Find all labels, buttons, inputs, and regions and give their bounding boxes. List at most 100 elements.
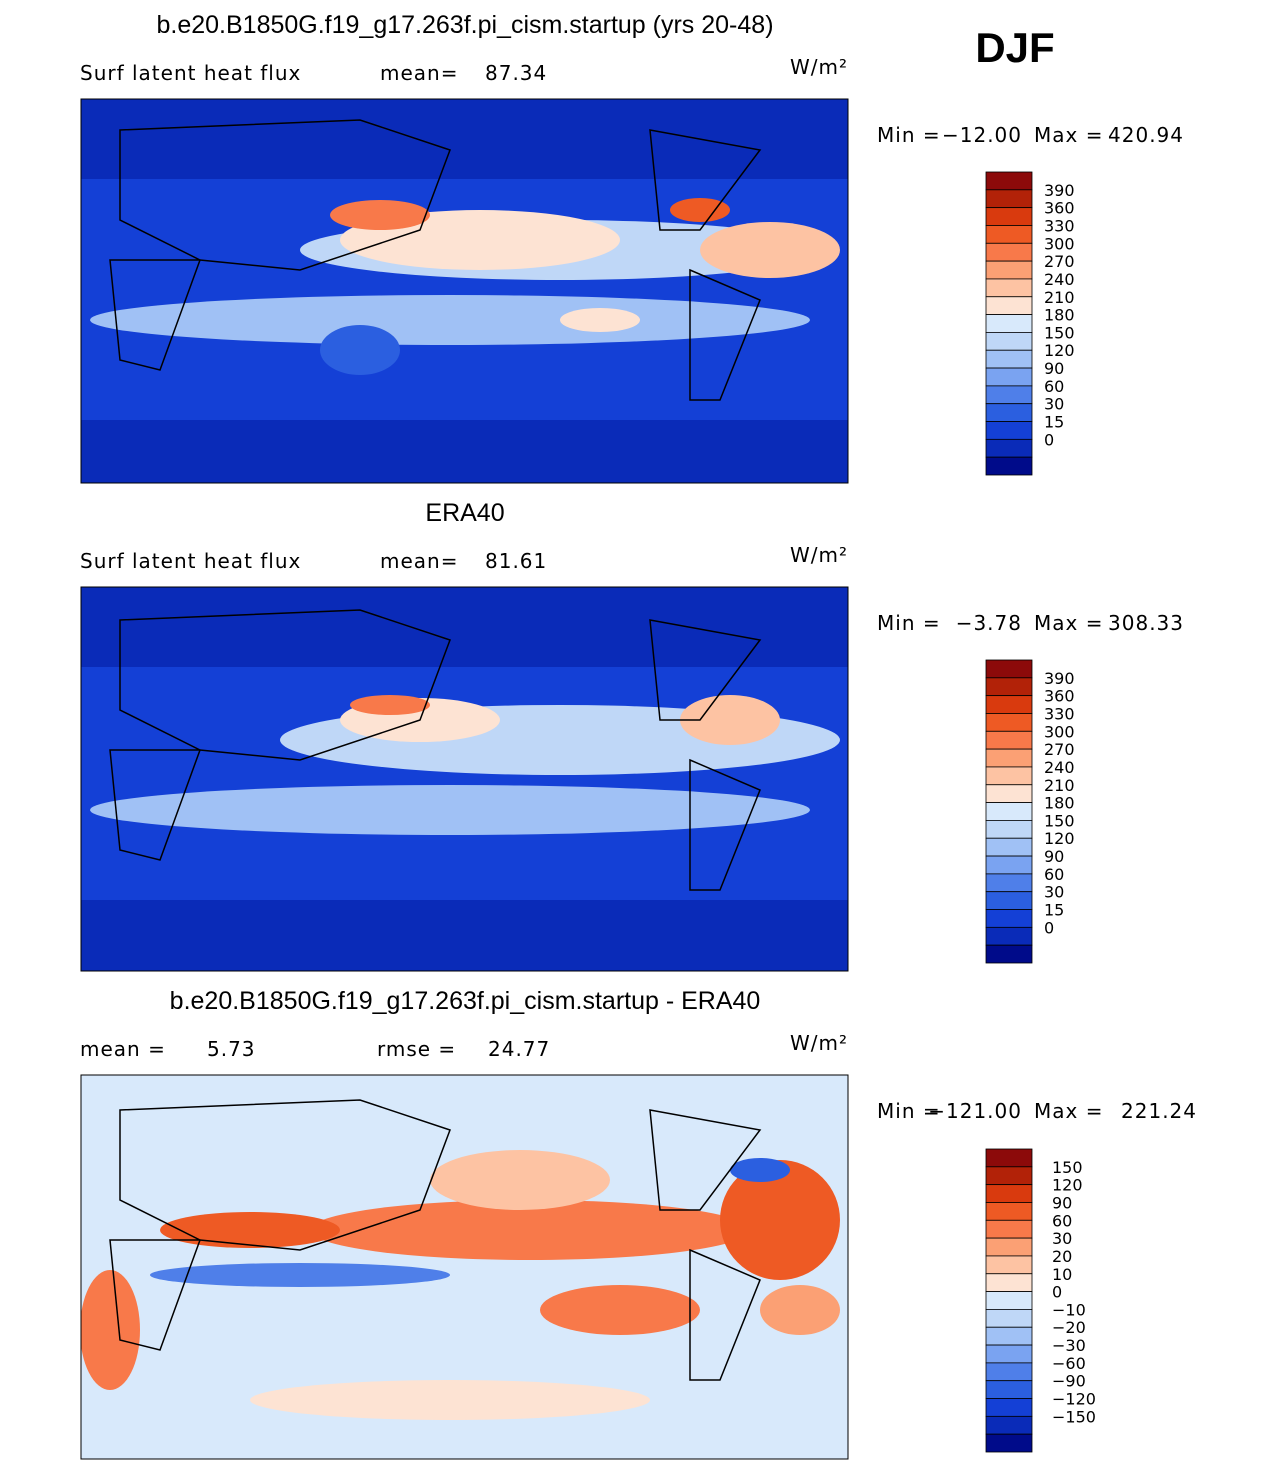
units: W/m² xyxy=(790,1031,848,1055)
colorbar-box xyxy=(985,855,1033,875)
colorbar-label: 240 xyxy=(1044,758,1075,777)
colorbar-box xyxy=(985,207,1033,226)
colorbar-label: 0 xyxy=(1044,918,1054,937)
colorbar-label: 150 xyxy=(1044,811,1075,830)
stat-value: 87.34 xyxy=(485,61,547,85)
stat-label: mean = xyxy=(80,1037,166,1061)
colorbar-box xyxy=(985,1326,1033,1346)
stat-value: 81.61 xyxy=(485,549,547,573)
max-label: Max = xyxy=(1034,123,1103,147)
map xyxy=(81,1075,848,1459)
colorbar-box xyxy=(985,171,1033,191)
colorbar-label: 360 xyxy=(1044,199,1075,218)
colorbar-box xyxy=(985,695,1033,714)
colorbar-label: 360 xyxy=(1044,687,1075,706)
colorbar-box xyxy=(985,1344,1033,1364)
colorbar-label: 15 xyxy=(1044,413,1064,432)
colorbar-box xyxy=(985,659,1033,679)
colorbar-label: 90 xyxy=(1052,1193,1072,1212)
min-value: −12.00 xyxy=(942,123,1022,147)
colorbar-label: 210 xyxy=(1044,776,1075,795)
colorbar-box xyxy=(985,332,1033,351)
units: W/m² xyxy=(790,543,848,567)
min-label: Min = xyxy=(877,1099,941,1123)
colorbar-box xyxy=(985,260,1033,280)
colorbar-box xyxy=(985,1362,1033,1382)
stat-value: 24.77 xyxy=(488,1037,550,1061)
colorbar-box xyxy=(985,730,1033,750)
colorbar-box xyxy=(985,1415,1033,1435)
colorbar-label: 60 xyxy=(1052,1211,1072,1230)
stat-label: mean= xyxy=(380,61,458,85)
min-value: −121.00 xyxy=(928,1099,1022,1123)
colorbar-box xyxy=(985,367,1033,387)
colorbar-box xyxy=(985,314,1033,333)
colorbar-label: 210 xyxy=(1044,288,1075,307)
stat-value: 5.73 xyxy=(207,1037,256,1061)
colorbar-label: −90 xyxy=(1052,1372,1086,1391)
colorbar-box xyxy=(985,766,1033,786)
max-label: Max = xyxy=(1034,1099,1103,1123)
colorbar-label: 150 xyxy=(1044,323,1075,342)
colorbar-label: 270 xyxy=(1044,740,1075,759)
colorbar-label: 0 xyxy=(1044,430,1054,449)
colorbar-box xyxy=(985,1380,1033,1399)
season-label: DJF xyxy=(975,24,1054,71)
colorbar-label: 300 xyxy=(1044,234,1075,253)
colorbar-label: 20 xyxy=(1052,1247,1072,1266)
colorbar-label: −10 xyxy=(1052,1300,1086,1319)
colorbar-box xyxy=(985,189,1033,209)
colorbar-box xyxy=(985,1255,1033,1275)
colorbar-label: 90 xyxy=(1044,847,1064,866)
colorbar-label: 300 xyxy=(1044,722,1075,741)
colorbar-box xyxy=(985,926,1033,946)
colorbar-box xyxy=(985,1433,1033,1453)
colorbar-box xyxy=(985,713,1033,732)
map xyxy=(81,99,848,483)
variable-label: Surf latent heat flux xyxy=(80,549,301,573)
colorbar-label: 180 xyxy=(1044,306,1075,325)
colorbar-label: −20 xyxy=(1052,1318,1086,1337)
panel-title: b.e20.B1850G.f19_g17.263f.pi_cism.startu… xyxy=(170,987,761,1015)
colorbar-box xyxy=(985,296,1033,315)
colorbar-label: 60 xyxy=(1044,377,1064,396)
colorbar-label: −30 xyxy=(1052,1336,1086,1355)
colorbar-box xyxy=(985,1309,1033,1328)
colorbar-box xyxy=(985,1398,1033,1417)
colorbar-label: −150 xyxy=(1052,1407,1096,1426)
min-value: −3.78 xyxy=(956,611,1022,635)
colorbar-box xyxy=(985,944,1033,964)
colorbar-box xyxy=(985,385,1033,405)
colorbar-label: 330 xyxy=(1044,704,1075,723)
colorbar-box xyxy=(985,748,1033,768)
colorbar-label: 330 xyxy=(1044,216,1075,235)
colorbar-label: 120 xyxy=(1044,341,1075,360)
colorbar-box xyxy=(985,873,1033,893)
colorbar-box xyxy=(985,225,1033,244)
colorbar-box xyxy=(985,837,1033,857)
colorbar-label: −60 xyxy=(1052,1354,1086,1373)
colorbar-box xyxy=(985,802,1033,821)
min-label: Min = xyxy=(877,611,941,635)
colorbar-label: 30 xyxy=(1044,883,1064,902)
variable-label: Surf latent heat flux xyxy=(80,61,301,85)
panel-title: ERA40 xyxy=(425,499,504,527)
stat-label: rmse = xyxy=(377,1037,456,1061)
colorbar-label: 150 xyxy=(1052,1158,1083,1177)
colorbar-box xyxy=(985,278,1033,298)
min-label: Min = xyxy=(877,123,941,147)
max-value: 221.24 xyxy=(1121,1099,1197,1123)
colorbar-box xyxy=(985,1202,1033,1221)
max-value: 420.94 xyxy=(1108,123,1184,147)
colorbar-label: 240 xyxy=(1044,270,1075,289)
stat-label: mean= xyxy=(380,549,458,573)
colorbar-box xyxy=(985,1291,1033,1310)
map-frame xyxy=(80,98,849,484)
max-value: 308.33 xyxy=(1108,611,1184,635)
colorbar-label: 30 xyxy=(1044,395,1064,414)
colorbar-label: 15 xyxy=(1044,901,1064,920)
colorbar-label: 60 xyxy=(1044,865,1064,884)
colorbar-label: 270 xyxy=(1044,252,1075,271)
